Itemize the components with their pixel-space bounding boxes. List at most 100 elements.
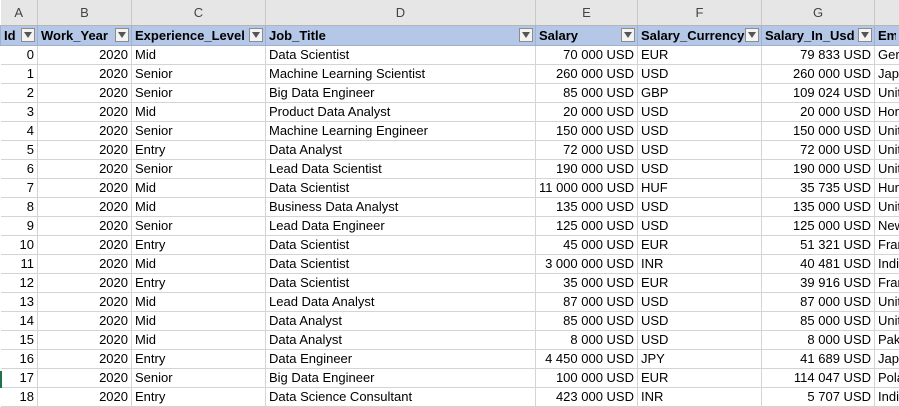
cell-job-title[interactable]: Data Scientist bbox=[265, 235, 536, 255]
cell-salary[interactable]: 190 000 USD bbox=[535, 159, 638, 179]
cell-experience-level[interactable]: Mid bbox=[131, 197, 266, 217]
cell-salary-in-usd[interactable]: 5 707 USD bbox=[761, 387, 875, 407]
column-letter-h[interactable] bbox=[874, 0, 899, 26]
cell-job-title[interactable]: Lead Data Analyst bbox=[265, 292, 536, 312]
cell-work-year[interactable]: 2020 bbox=[37, 273, 132, 293]
cell-id[interactable]: 9 bbox=[0, 216, 38, 236]
cell-salary-currency[interactable]: USD bbox=[637, 311, 762, 331]
cell-experience-level[interactable]: Mid bbox=[131, 102, 266, 122]
cell-salary[interactable]: 85 000 USD bbox=[535, 83, 638, 103]
cell-id[interactable]: 12 bbox=[0, 273, 38, 293]
filter-dropdown-icon[interactable] bbox=[249, 27, 263, 42]
cell-experience-level[interactable]: Mid bbox=[131, 45, 266, 65]
cell-experience-level[interactable]: Mid bbox=[131, 178, 266, 198]
column-letter-f[interactable]: F bbox=[637, 0, 762, 26]
cell-salary-in-usd[interactable]: 72 000 USD bbox=[761, 140, 875, 160]
cell-job-title[interactable]: Data Scientist bbox=[265, 45, 536, 65]
cell-salary[interactable]: 45 000 USD bbox=[535, 235, 638, 255]
cell-salary-in-usd[interactable]: 41 689 USD bbox=[761, 349, 875, 369]
cell-salary-in-usd[interactable]: 40 481 USD bbox=[761, 254, 875, 274]
cell-work-year[interactable]: 2020 bbox=[37, 45, 132, 65]
cell-emp[interactable]: Unit bbox=[874, 83, 899, 103]
cell-salary-in-usd[interactable]: 20 000 USD bbox=[761, 102, 875, 122]
cell-salary-in-usd[interactable]: 109 024 USD bbox=[761, 83, 875, 103]
cell-work-year[interactable]: 2020 bbox=[37, 140, 132, 160]
cell-salary-in-usd[interactable]: 79 833 USD bbox=[761, 45, 875, 65]
cell-job-title[interactable]: Machine Learning Scientist bbox=[265, 64, 536, 84]
column-letter-d[interactable]: D bbox=[265, 0, 536, 26]
cell-experience-level[interactable]: Senior bbox=[131, 159, 266, 179]
cell-experience-level[interactable]: Senior bbox=[131, 83, 266, 103]
cell-salary-currency[interactable]: USD bbox=[637, 216, 762, 236]
cell-salary-in-usd[interactable]: 260 000 USD bbox=[761, 64, 875, 84]
cell-emp[interactable]: Hun bbox=[874, 178, 899, 198]
cell-salary-currency[interactable]: EUR bbox=[637, 368, 762, 388]
cell-emp[interactable]: Japa bbox=[874, 349, 899, 369]
cell-experience-level[interactable]: Senior bbox=[131, 64, 266, 84]
cell-salary[interactable]: 4 450 000 USD bbox=[535, 349, 638, 369]
cell-id[interactable]: 5 bbox=[0, 140, 38, 160]
filter-dropdown-icon[interactable] bbox=[858, 27, 872, 42]
cell-salary-currency[interactable]: INR bbox=[637, 254, 762, 274]
cell-job-title[interactable]: Data Science Consultant bbox=[265, 387, 536, 407]
cell-emp[interactable]: Unit bbox=[874, 197, 899, 217]
column-letter-a[interactable]: A bbox=[0, 0, 38, 26]
cell-job-title[interactable]: Data Analyst bbox=[265, 330, 536, 350]
filter-dropdown-icon[interactable] bbox=[745, 27, 759, 42]
cell-salary-currency[interactable]: EUR bbox=[637, 273, 762, 293]
cell-emp[interactable]: Paki bbox=[874, 330, 899, 350]
cell-emp[interactable]: Gerr bbox=[874, 45, 899, 65]
cell-work-year[interactable]: 2020 bbox=[37, 235, 132, 255]
cell-id[interactable]: 13 bbox=[0, 292, 38, 312]
cell-salary[interactable]: 260 000 USD bbox=[535, 64, 638, 84]
column-letter-b[interactable]: B bbox=[37, 0, 132, 26]
cell-work-year[interactable]: 2020 bbox=[37, 159, 132, 179]
header-emp[interactable]: Emp bbox=[874, 24, 899, 46]
cell-emp[interactable]: India bbox=[874, 254, 899, 274]
cell-salary-currency[interactable]: EUR bbox=[637, 235, 762, 255]
header-salary-in-usd[interactable]: Salary_In_Usd bbox=[761, 24, 875, 46]
cell-emp[interactable]: Unit bbox=[874, 311, 899, 331]
filter-dropdown-icon[interactable] bbox=[21, 27, 35, 42]
cell-emp[interactable]: Fran bbox=[874, 273, 899, 293]
cell-salary-in-usd[interactable]: 35 735 USD bbox=[761, 178, 875, 198]
cell-salary-currency[interactable]: USD bbox=[637, 121, 762, 141]
cell-job-title[interactable]: Machine Learning Engineer bbox=[265, 121, 536, 141]
cell-work-year[interactable]: 2020 bbox=[37, 178, 132, 198]
cell-salary-currency[interactable]: USD bbox=[637, 330, 762, 350]
cell-salary[interactable]: 3 000 000 USD bbox=[535, 254, 638, 274]
cell-emp[interactable]: Unit bbox=[874, 121, 899, 141]
cell-job-title[interactable]: Product Data Analyst bbox=[265, 102, 536, 122]
cell-work-year[interactable]: 2020 bbox=[37, 83, 132, 103]
cell-emp[interactable]: Unit bbox=[874, 159, 899, 179]
cell-experience-level[interactable]: Entry bbox=[131, 387, 266, 407]
cell-emp[interactable]: Unit bbox=[874, 292, 899, 312]
cell-work-year[interactable]: 2020 bbox=[37, 102, 132, 122]
cell-salary[interactable]: 11 000 000 USD bbox=[535, 178, 638, 198]
cell-salary-currency[interactable]: JPY bbox=[637, 349, 762, 369]
cell-job-title[interactable]: Big Data Engineer bbox=[265, 368, 536, 388]
cell-salary-in-usd[interactable]: 125 000 USD bbox=[761, 216, 875, 236]
cell-job-title[interactable]: Lead Data Scientist bbox=[265, 159, 536, 179]
cell-id[interactable]: 0 bbox=[0, 45, 38, 65]
cell-salary-currency[interactable]: USD bbox=[637, 159, 762, 179]
cell-id[interactable]: 6 bbox=[0, 159, 38, 179]
cell-id[interactable]: 1 bbox=[0, 64, 38, 84]
cell-id[interactable]: 4 bbox=[0, 121, 38, 141]
cell-experience-level[interactable]: Entry bbox=[131, 235, 266, 255]
cell-job-title[interactable]: Data Analyst bbox=[265, 311, 536, 331]
cell-id[interactable]: 2 bbox=[0, 83, 38, 103]
column-letter-c[interactable]: C bbox=[131, 0, 266, 26]
cell-work-year[interactable]: 2020 bbox=[37, 311, 132, 331]
cell-salary-in-usd[interactable]: 114 047 USD bbox=[761, 368, 875, 388]
cell-salary-in-usd[interactable]: 85 000 USD bbox=[761, 311, 875, 331]
cell-experience-level[interactable]: Mid bbox=[131, 254, 266, 274]
cell-experience-level[interactable]: Entry bbox=[131, 140, 266, 160]
cell-salary-currency[interactable]: HUF bbox=[637, 178, 762, 198]
cell-id[interactable]: 18 bbox=[0, 387, 38, 407]
cell-salary[interactable]: 85 000 USD bbox=[535, 311, 638, 331]
cell-experience-level[interactable]: Senior bbox=[131, 368, 266, 388]
cell-salary-currency[interactable]: EUR bbox=[637, 45, 762, 65]
header-work-year[interactable]: Work_Year bbox=[37, 24, 132, 46]
cell-work-year[interactable]: 2020 bbox=[37, 121, 132, 141]
